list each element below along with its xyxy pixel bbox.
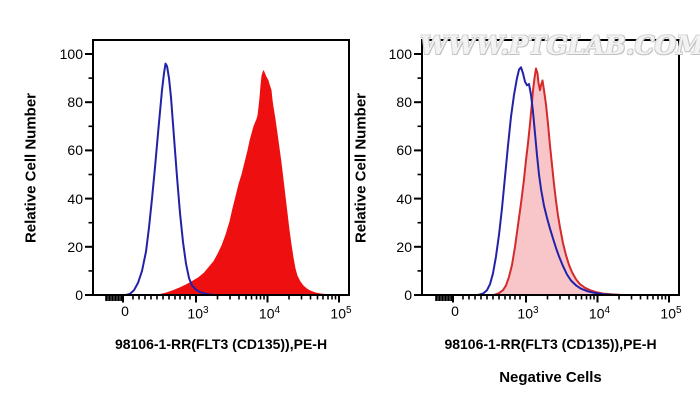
y-tick-label: 0 bbox=[404, 287, 412, 303]
subtitle-negative-cells: Negative Cells bbox=[499, 369, 602, 386]
x-axis-label-left: 98106-1-RR(FLT3 (CD135)),PE-H bbox=[114, 336, 328, 352]
y-tick-label: 60 bbox=[396, 142, 412, 159]
y-tick-label: 20 bbox=[67, 238, 83, 255]
y-tick-label: 40 bbox=[67, 190, 83, 207]
y-tick-label: 60 bbox=[67, 142, 83, 159]
series-flt3-pe-stained-filled bbox=[157, 70, 335, 296]
x-tick-label: 0 bbox=[121, 303, 129, 319]
y-tick-label: 80 bbox=[67, 94, 83, 111]
watermark: WWW.PTGLAB.COM bbox=[420, 31, 700, 60]
y-tick-label: 0 bbox=[75, 287, 83, 303]
x-tick-label: 0 bbox=[451, 303, 459, 319]
y-tick-label: 20 bbox=[396, 238, 412, 255]
y-tick-label: 100 bbox=[388, 46, 412, 62]
plot-frame bbox=[421, 39, 680, 296]
y-tick-label: 80 bbox=[396, 94, 412, 111]
x-tick-label: 103 bbox=[517, 305, 539, 322]
series-flt3-pe-negative-filled-pink bbox=[493, 67, 623, 296]
x-tick-label: 104 bbox=[588, 305, 611, 322]
y-tick-label: 40 bbox=[396, 190, 412, 207]
series-control-open-blue bbox=[477, 66, 621, 296]
x-tick-label: 105 bbox=[660, 305, 682, 322]
y-tick-label: 100 bbox=[59, 46, 83, 62]
x-tick-label: 104 bbox=[258, 305, 281, 322]
y-axis-label-right: Relative Cell Number bbox=[352, 92, 370, 244]
x-tick-label: 105 bbox=[330, 305, 352, 322]
x-axis-label-right: 98106-1-RR(FLT3 (CD135)),PE-H bbox=[444, 336, 657, 352]
plot-frame bbox=[92, 39, 350, 296]
x-tick-label: 103 bbox=[187, 305, 209, 322]
y-axis-label-left: Relative Cell Number bbox=[22, 92, 40, 244]
series-control-open-blue bbox=[125, 62, 215, 296]
